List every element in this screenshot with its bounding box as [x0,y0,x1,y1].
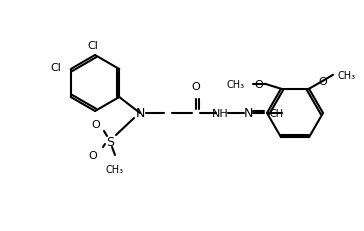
Text: NH: NH [211,109,228,119]
Text: O: O [88,150,98,160]
Text: CH₃: CH₃ [337,70,355,80]
Text: Cl: Cl [88,41,98,51]
Text: O: O [255,79,264,89]
Text: CH: CH [270,109,284,119]
Text: N: N [243,107,253,120]
Text: O: O [92,119,100,129]
Text: methoxy: methoxy [261,76,279,80]
Text: O: O [191,82,200,92]
Text: S: S [106,135,114,148]
Text: N: N [135,107,145,120]
Text: O: O [318,76,327,86]
Text: CH₃: CH₃ [227,79,245,89]
Text: CH₃: CH₃ [106,164,124,174]
Text: Cl: Cl [50,63,61,73]
